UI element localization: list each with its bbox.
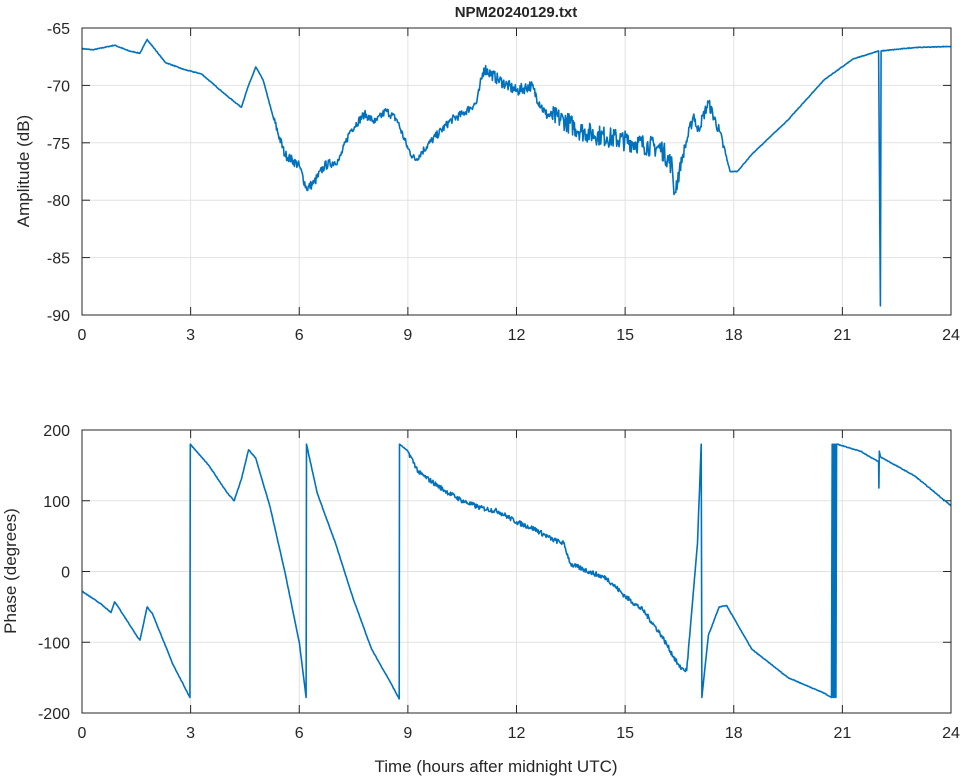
y-tick-label: -80 [47,193,70,210]
y-tick-label: -90 [47,308,70,325]
axes-box [81,429,952,714]
x-tick-label: 24 [942,327,960,344]
y-tick-label: 200 [43,423,70,440]
x-axis-label: Time (hours after midnight UTC) [374,757,617,776]
x-tick-label: 21 [833,327,851,344]
series-line-phase [81,443,952,700]
y-tick-label: -100 [38,635,70,652]
x-tick-label: 9 [403,725,412,742]
y-tick-label: -65 [47,21,70,38]
amplitude-axes: 0 3 6 9 12 15 18 21 24 -65 -70 -75 -80 -85 -90 [47,21,960,344]
series-line-amplitude [81,38,952,307]
x-tick-label: 6 [295,725,304,742]
x-tick-label: 12 [508,725,526,742]
x-tick-label: 0 [78,327,87,344]
y-tick-label: 100 [43,494,70,511]
x-tick-label: 18 [725,327,743,344]
x-tick-label: 15 [616,327,634,344]
y-tick-label: -85 [47,251,70,268]
x-tick-label: 24 [942,725,960,742]
x-tick-label: 15 [616,725,634,742]
x-tick-label: 9 [403,327,412,344]
x-tick-label: 3 [186,327,195,344]
y-tick-label: -75 [47,136,70,153]
x-tick-label: 21 [833,725,851,742]
y-tick-label: -70 [47,78,70,95]
phase-y-label: Phase (degrees) [1,508,20,634]
x-tick-label: 3 [186,725,195,742]
y-tick-label: -200 [38,706,70,723]
phase-axes: 0 3 6 9 12 15 18 21 24 200 100 0 -100 -200 [38,423,960,742]
axes-box [81,27,952,316]
x-tick-label: 12 [508,327,526,344]
y-tick-label: 0 [61,565,70,582]
amplitude-y-label: Amplitude (dB) [14,115,33,227]
x-tick-label: 0 [78,725,87,742]
x-tick-label: 6 [295,327,304,344]
x-tick-label: 18 [725,725,743,742]
chart-title: NPM20240129.txt [455,4,578,21]
